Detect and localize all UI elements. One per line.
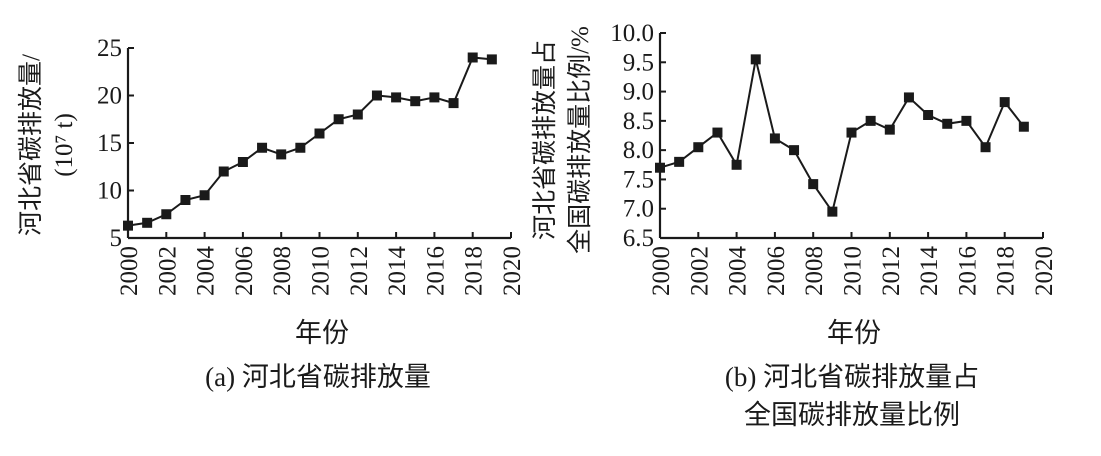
- data-point: [674, 156, 685, 167]
- x-tick-label: 2010: [840, 246, 867, 296]
- panel-b-emission-share: 6.57.07.58.08.59.09.510.0 2000 2002 2004 20…: [531, 20, 1058, 430]
- panel-a-axes: [126, 48, 511, 240]
- data-point: [942, 118, 953, 129]
- data-point: [429, 92, 440, 103]
- panel-a-y-ticks: 5 10 15 20 25: [97, 35, 134, 252]
- data-point: [884, 124, 895, 135]
- y-tick-label: 25: [97, 35, 122, 62]
- panel-a-x-ticks: 2000 2002 2004 2006 2008 2010 2012 2014 2016 2018…: [116, 232, 526, 296]
- panel-a-series: [123, 52, 497, 231]
- data-point: [846, 127, 857, 138]
- panel-a-y-axis-unit: (10⁷ t): [51, 113, 78, 177]
- data-point: [693, 142, 704, 153]
- panel-b-caption-line1: (b) 河北省碳排放量占: [725, 362, 979, 392]
- data-point: [391, 92, 402, 103]
- x-tick-label: 2010: [308, 246, 335, 296]
- x-tick-label: 2004: [193, 246, 220, 297]
- x-tick-label: 2014: [384, 246, 411, 297]
- x-tick-label: 2016: [954, 246, 981, 296]
- x-tick-label: 2002: [154, 246, 181, 296]
- data-point: [903, 92, 914, 103]
- data-point: [448, 98, 459, 109]
- y-tick-label: 10: [97, 178, 122, 205]
- y-tick-label: 8.5: [623, 108, 654, 135]
- x-tick-label: 2018: [461, 246, 488, 296]
- data-point: [731, 159, 742, 170]
- x-tick-label: 2020: [1031, 246, 1058, 296]
- y-tick-label: 20: [97, 83, 122, 110]
- panel-b-y-axis-label-line2: 全国碳排放量比例/%: [566, 26, 594, 254]
- y-tick-label: 5: [110, 225, 123, 252]
- x-tick-label: 2000: [116, 246, 143, 296]
- data-point: [257, 142, 268, 153]
- data-point: [199, 190, 210, 201]
- data-point: [827, 206, 838, 217]
- panel-b-caption-line2: 全国碳排放量比例: [744, 400, 960, 430]
- data-point: [980, 142, 991, 153]
- data-point: [655, 162, 665, 173]
- data-point: [769, 133, 780, 144]
- panel-a-caption: (a) 河北省碳排放量: [205, 362, 431, 392]
- y-tick-label: 7.5: [623, 166, 654, 193]
- panel-b-y-axis-label-line1: 河北省碳排放量占: [531, 40, 559, 240]
- panel-b-y-ticks: 6.57.0 7.58.08.59.0 9.510.0: [610, 20, 666, 252]
- data-point: [352, 109, 363, 120]
- y-tick-label: 15: [97, 130, 122, 157]
- data-point: [142, 217, 153, 228]
- x-tick-label: 2018: [993, 246, 1020, 296]
- y-tick-label: 8.0: [623, 137, 654, 164]
- x-tick-label: 2006: [763, 246, 790, 296]
- data-point: [237, 157, 248, 167]
- data-point: [314, 128, 325, 139]
- data-point: [712, 127, 723, 138]
- x-tick-label: 2004: [725, 246, 752, 297]
- y-tick-label: 7.0: [623, 196, 654, 223]
- data-point: [1018, 121, 1029, 132]
- panel-b-x-ticks: 2000 2002 2004 2006 2008 2010 2012 2014 2016 2018…: [648, 232, 1058, 296]
- y-tick-label: 9.5: [623, 49, 654, 76]
- x-tick-label: 2012: [878, 246, 905, 296]
- y-tick-label: 9.0: [623, 79, 654, 106]
- data-point: [923, 110, 934, 120]
- data-point: [789, 145, 800, 156]
- x-tick-label: 2008: [269, 246, 296, 296]
- data-point: [218, 166, 229, 177]
- x-tick-label: 2008: [801, 246, 828, 296]
- data-point: [276, 149, 287, 160]
- data-point: [486, 54, 497, 65]
- y-tick-label: 10.0: [610, 20, 654, 47]
- data-point: [961, 115, 972, 126]
- x-tick-label: 2014: [916, 246, 943, 297]
- data-point: [410, 96, 421, 107]
- data-point: [295, 142, 306, 153]
- data-point: [161, 209, 172, 220]
- data-point: [999, 97, 1010, 108]
- panel-a-y-axis-label: 河北省碳排放量/: [17, 54, 45, 236]
- x-tick-label: 2020: [499, 246, 526, 296]
- x-tick-label: 2000: [648, 246, 675, 296]
- panel-b-series: [655, 54, 1029, 217]
- panel-a-x-axis-label: 年份: [295, 318, 349, 348]
- data-point: [467, 52, 478, 63]
- x-tick-label: 2012: [346, 246, 373, 296]
- panel-b-x-axis-label: 年份: [827, 318, 881, 348]
- data-point: [180, 195, 191, 205]
- x-tick-label: 2016: [422, 246, 449, 296]
- data-point: [808, 179, 819, 190]
- data-point: [123, 220, 133, 231]
- data-point: [865, 115, 876, 126]
- data-point: [750, 54, 761, 65]
- y-tick-label: 6.5: [623, 225, 654, 252]
- data-point: [371, 90, 382, 101]
- x-tick-label: 2002: [686, 246, 713, 296]
- x-tick-label: 2006: [231, 246, 258, 296]
- data-point: [333, 114, 344, 125]
